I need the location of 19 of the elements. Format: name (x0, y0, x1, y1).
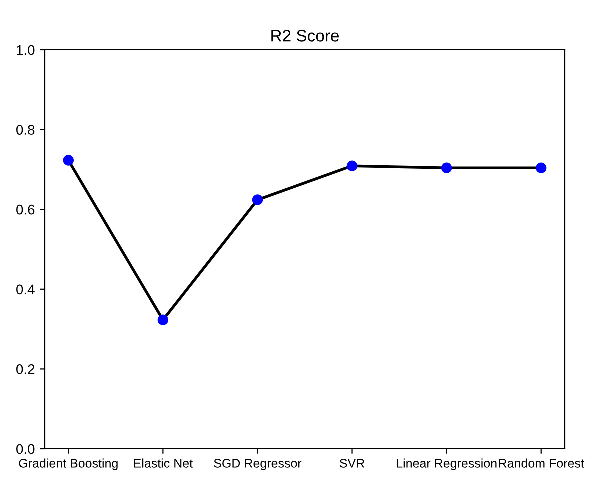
point (252, 194, 264, 206)
point (536, 162, 547, 174)
x-tick-label: Random Forest (499, 458, 584, 468)
point (441, 162, 452, 174)
y-tick-label: 0.6 (16, 204, 35, 215)
chart-title: R2 Score (272, 30, 339, 42)
x-tick-label: Gradient Boosting (19, 458, 118, 470)
y-tick-label: 1.0 (17, 45, 35, 56)
x-tick-label: SGD Regressor (214, 459, 302, 470)
point (346, 160, 358, 172)
x-tick-label: Elastic Net (134, 458, 193, 468)
point (63, 155, 74, 166)
y-tick-label: 0.2 (16, 364, 35, 374)
y-tick-label: 0.8 (16, 125, 35, 135)
y-tick-label: 0.4 (16, 284, 35, 295)
y-tick-label: 0.0 (16, 444, 35, 454)
point (158, 314, 169, 326)
x-tick-label: SVR (340, 459, 365, 468)
x-tick-label: Linear Regression (397, 458, 497, 470)
